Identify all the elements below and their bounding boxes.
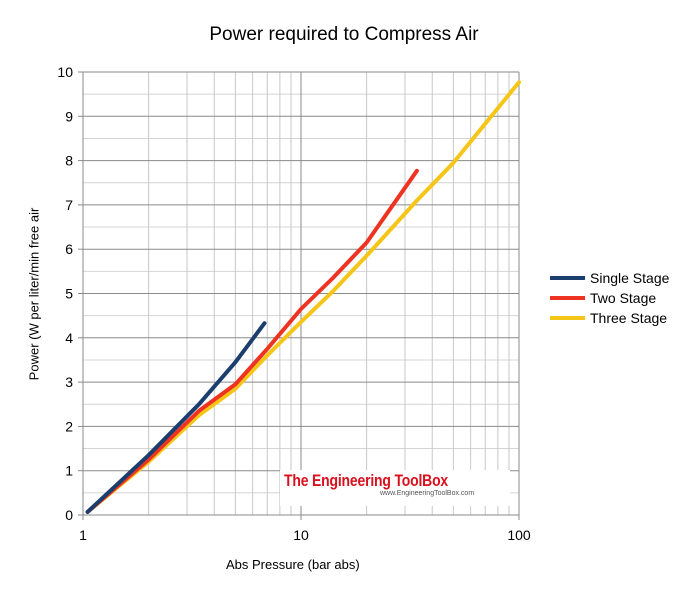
legend-item-two-stage: Two Stage [550, 288, 669, 308]
x-tick-label: 100 [507, 527, 531, 543]
legend-item-single-stage: Single Stage [550, 268, 669, 288]
x-axis-label: Abs Pressure (bar abs) [226, 557, 360, 572]
series-line-two-stage [85, 168, 419, 514]
y-tick-label: 1 [65, 463, 73, 479]
y-tick-label: 3 [65, 374, 73, 390]
y-tick-label: 2 [65, 418, 73, 434]
y-axis-label: Power (W per liter/min free air [26, 207, 42, 381]
x-tick-label: 10 [293, 527, 309, 543]
series-line-three-stage [85, 80, 521, 514]
y-tick-label: 5 [65, 286, 73, 302]
legend-label: Single Stage [590, 270, 670, 286]
x-tick-label: 1 [79, 527, 87, 543]
y-tick-label: 0 [65, 507, 73, 523]
watermark-url: www.EngineeringToolBox.com [380, 490, 475, 497]
legend-label: Three Stage [590, 310, 668, 326]
y-tick-label: 4 [65, 330, 73, 346]
series-line-single-stage [85, 321, 267, 514]
y-tick-label: 10 [57, 64, 73, 80]
legend-swatch-three-stage [550, 316, 585, 320]
watermark-title: The Engineering ToolBox [284, 471, 449, 490]
y-tick-label: 8 [65, 153, 73, 169]
y-tick-label: 9 [65, 108, 73, 124]
legend: Single Stage Two Stage Three Stage [550, 268, 669, 328]
legend-swatch-single-stage [550, 276, 585, 280]
legend-swatch-two-stage [550, 296, 585, 300]
y-tick-label: 6 [65, 241, 73, 257]
chart-title: Power required to Compress Air [209, 24, 479, 45]
legend-item-three-stage: Three Stage [550, 308, 669, 328]
y-tick-label: 7 [65, 197, 73, 213]
legend-label: Two Stage [590, 290, 657, 306]
watermark: The Engineering ToolBox www.EngineeringT… [280, 470, 510, 506]
